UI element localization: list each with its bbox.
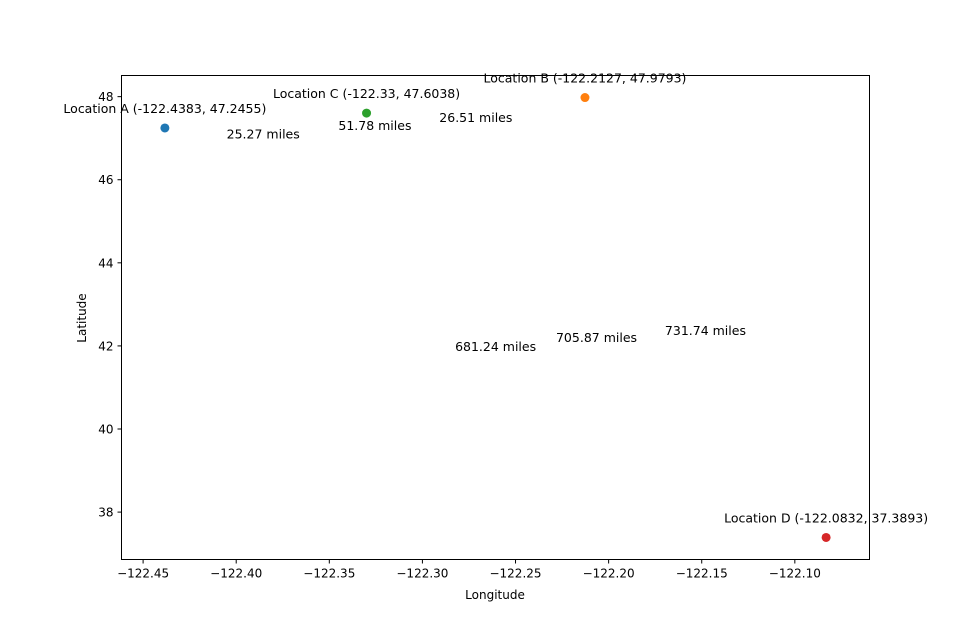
y-tick-label: 44 xyxy=(98,256,113,270)
data-point xyxy=(160,123,170,133)
point-label: Location A (-122.4383, 47.2455) xyxy=(63,101,266,116)
distance-label: 25.27 miles xyxy=(227,127,300,142)
distance-label: 51.78 miles xyxy=(338,118,411,133)
plot-background xyxy=(121,75,870,560)
data-point xyxy=(821,532,831,542)
y-tick-label: 42 xyxy=(98,339,113,353)
y-tick-label: 48 xyxy=(98,90,113,104)
y-tick-label: 46 xyxy=(98,173,113,187)
x-tick-label: −122.25 xyxy=(489,567,541,581)
data-point xyxy=(580,93,590,103)
distance-label: 681.24 miles xyxy=(455,339,536,354)
plot-frame xyxy=(121,75,870,560)
distance-label: 731.74 miles xyxy=(665,323,746,338)
x-tick-label: −122.20 xyxy=(583,567,635,581)
y-tick-label: 38 xyxy=(98,506,113,520)
x-tick-label: −122.35 xyxy=(303,567,355,581)
point-label: Location D (-122.0832, 37.3893) xyxy=(724,510,928,525)
x-tick-label: −122.15 xyxy=(676,567,728,581)
data-point xyxy=(362,108,372,118)
point-label: Location C (-122.33, 47.6038) xyxy=(273,86,460,101)
point-label: Location B (-122.2127, 47.9793) xyxy=(484,71,687,86)
y-axis-label: Latitude xyxy=(75,293,89,342)
distance-label: 26.51 miles xyxy=(439,110,512,125)
distance-label: 705.87 miles xyxy=(556,330,637,345)
x-axis-label: Longitude xyxy=(465,588,525,602)
x-tick-label: −122.30 xyxy=(396,567,448,581)
y-tick-label: 40 xyxy=(98,423,113,437)
x-tick-label: −122.45 xyxy=(117,567,169,581)
x-tick-label: −122.40 xyxy=(210,567,262,581)
x-tick-label: −122.10 xyxy=(769,567,821,581)
